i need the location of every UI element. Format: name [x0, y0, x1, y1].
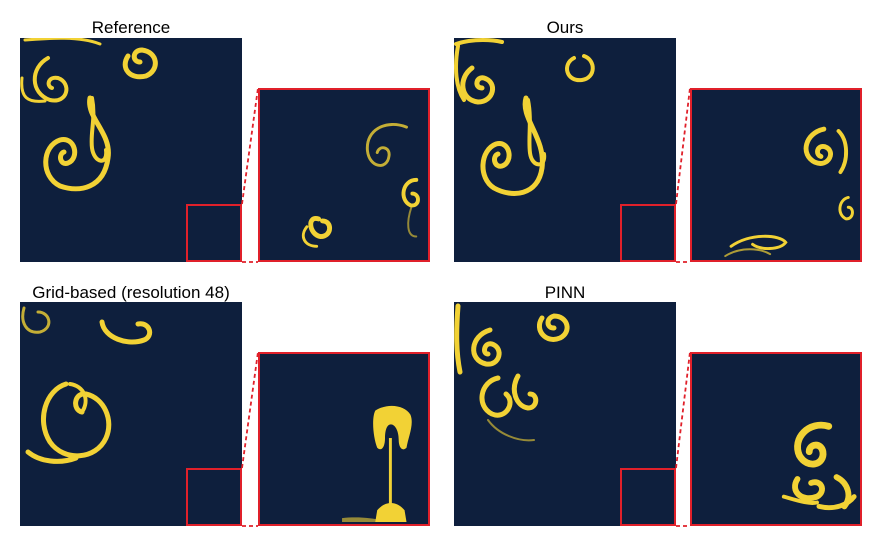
pinn-zoom-vortices [781, 421, 857, 511]
reference-zoom-vortices [301, 123, 420, 248]
pinn-simulation-image [454, 302, 676, 526]
grid-zoom-plume [342, 405, 412, 523]
ours-zoom-region [620, 204, 676, 262]
reference-zoom-view [258, 88, 430, 262]
reference-simulation-image [20, 38, 242, 262]
pinn-zoom-view [690, 352, 862, 526]
ours-zoom-view [690, 88, 862, 262]
grid-zoom-view [258, 352, 430, 526]
grid-title: Grid-based (resolution 48) [32, 283, 230, 302]
reference-vortex-field [20, 38, 158, 192]
grid-zoom-region [186, 468, 242, 526]
pinn-vortex-field [454, 303, 570, 442]
reference-title: Reference [91, 18, 171, 37]
grid-vortex-field [21, 306, 153, 464]
pinn-zoom-region [620, 468, 676, 526]
reference-zoom-region [186, 204, 242, 262]
grid-simulation-image [20, 302, 242, 526]
ours-title: Ours [546, 18, 584, 37]
ours-vortex-field [454, 38, 595, 196]
ours-zoom-vortices [724, 126, 854, 258]
ours-simulation-image [454, 38, 676, 262]
pinn-title: PINN [544, 283, 586, 302]
